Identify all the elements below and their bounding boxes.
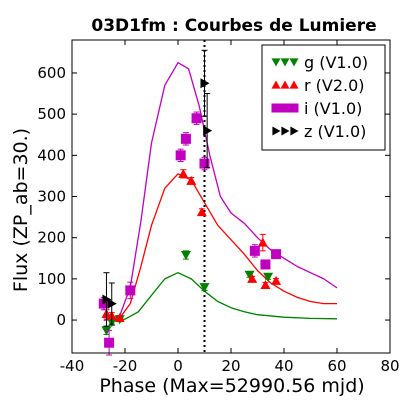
y-tick-label: 500 <box>37 105 66 123</box>
data-point <box>271 275 282 285</box>
data-point <box>196 207 207 217</box>
x-tick-label: 80 <box>380 357 399 375</box>
legend-marker <box>281 126 290 136</box>
legend-marker <box>280 80 290 89</box>
y-tick-label: 100 <box>37 270 66 288</box>
data-point <box>186 175 197 185</box>
data-point <box>199 158 210 169</box>
data-point <box>260 259 271 270</box>
y-tick-label: 300 <box>37 188 66 206</box>
x-tick-label: 60 <box>327 357 346 375</box>
legend-marker <box>280 58 290 67</box>
legend-marker <box>272 126 281 136</box>
x-tick-label: 40 <box>274 357 293 375</box>
data-point <box>203 125 213 136</box>
legend-marker <box>290 126 299 136</box>
y-tick-label: 0 <box>56 311 66 329</box>
data-point <box>271 249 282 260</box>
data-point <box>249 245 260 256</box>
x-axis-label: Phase (Max=52990.56 mjd) <box>99 375 364 397</box>
data-points <box>98 49 282 356</box>
data-point <box>102 294 112 305</box>
y-tick-label: 600 <box>37 64 66 82</box>
legend-marker <box>289 80 299 89</box>
data-point <box>263 272 274 282</box>
x-tick-label: 0 <box>173 357 183 375</box>
legend-marker <box>289 103 299 113</box>
data-point <box>114 312 125 322</box>
data-point <box>107 298 117 309</box>
data-point <box>104 337 115 348</box>
legend-label: g (V1.0) <box>304 53 368 72</box>
data-point <box>247 273 258 283</box>
data-point <box>180 250 191 260</box>
y-axis-label: Flux (ZP_ab=30.) <box>10 128 32 292</box>
legend-marker <box>289 58 299 67</box>
data-point <box>257 237 268 247</box>
data-point <box>191 113 202 124</box>
chart-title: 03D1fm : Courbes de Lumiere <box>91 16 376 36</box>
x-tick-label: -40 <box>60 357 85 375</box>
model-curve <box>103 272 338 321</box>
data-point <box>125 285 136 296</box>
data-point <box>199 283 210 293</box>
axis-ticks: -40 -20 0 20 40 60 80 0 100 200 300 400 500 600 <box>37 40 400 375</box>
legend: g (V1.0) r (V2.0) i (V1.0) z (V1.0) <box>261 44 386 151</box>
data-point <box>178 168 189 178</box>
legend-marker <box>271 58 281 67</box>
model-curve <box>103 62 338 321</box>
legend-box <box>261 44 386 151</box>
data-point <box>180 133 191 144</box>
y-tick-label: 400 <box>37 146 66 164</box>
legend-label: z (V1.0) <box>304 122 366 141</box>
legend-label: r (V2.0) <box>304 76 365 95</box>
legend-marker <box>271 103 281 113</box>
legend-marker <box>271 80 281 89</box>
x-tick-label: -20 <box>113 357 138 375</box>
data-point <box>200 78 210 89</box>
legend-marker <box>280 103 290 113</box>
data-point <box>260 280 271 290</box>
data-point <box>175 150 186 161</box>
legend-label: i (V1.0) <box>304 99 362 118</box>
y-tick-label: 200 <box>37 229 66 247</box>
model-curve <box>103 173 337 321</box>
x-tick-label: 20 <box>221 357 240 375</box>
data-point <box>244 270 255 280</box>
